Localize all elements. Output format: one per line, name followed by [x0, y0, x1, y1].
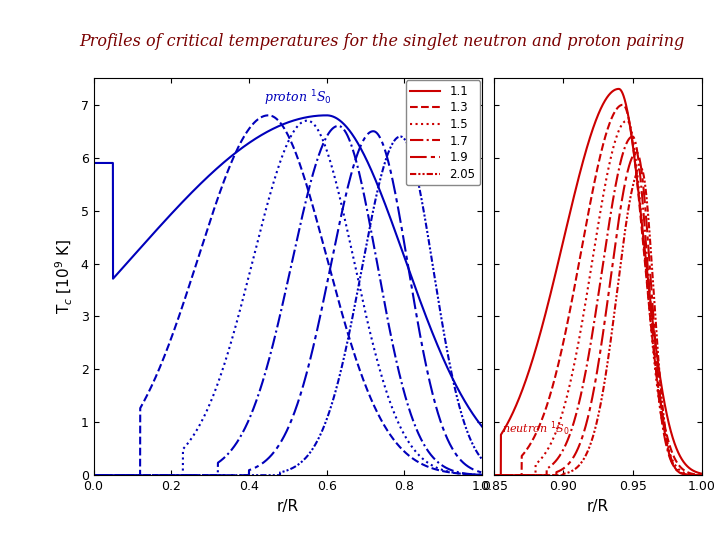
Text: proton $^1$S$_0$: proton $^1$S$_0$ — [264, 88, 333, 108]
X-axis label: r/R: r/R — [587, 498, 609, 514]
X-axis label: r/R: r/R — [276, 498, 299, 514]
Text: neutron $^1$S$_0$: neutron $^1$S$_0$ — [503, 420, 570, 438]
Y-axis label: T$_c$ [10$^9$ K]: T$_c$ [10$^9$ K] — [54, 239, 75, 314]
Legend: 1.1, 1.3, 1.5, 1.7, 1.9, 2.05: 1.1, 1.3, 1.5, 1.7, 1.9, 2.05 — [405, 80, 480, 185]
Text: Profiles of critical temperatures for the singlet neutron and proton pairing: Profiles of critical temperatures for th… — [79, 33, 685, 50]
